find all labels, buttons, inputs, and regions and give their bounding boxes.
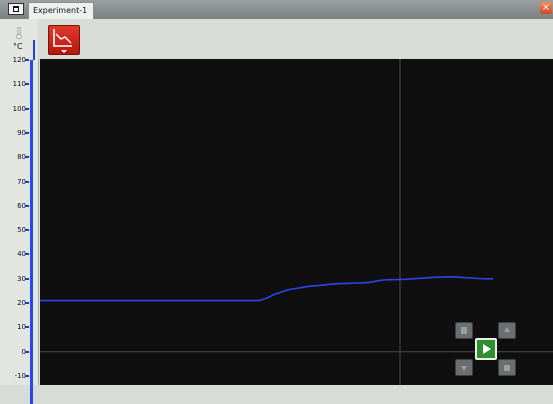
record-button[interactable] <box>455 322 473 339</box>
y-tick-mark <box>25 107 29 110</box>
down-button[interactable] <box>455 359 473 376</box>
graph-view-button[interactable] <box>48 25 80 55</box>
unit-indicator <box>33 40 35 60</box>
y-tick-label: 30 <box>0 274 33 284</box>
y-tick-label: 50 <box>0 225 33 235</box>
y-tick-mark <box>25 59 29 61</box>
y-axis-panel: °C 120 110 100 90 80 70 60 50 40 30 20 10 0 -10 <box>0 19 39 404</box>
up-button[interactable] <box>498 322 516 339</box>
close-button[interactable]: × <box>540 2 552 14</box>
stop-icon <box>504 365 510 371</box>
y-tick-mark <box>25 83 29 86</box>
y-tick-label: 80 <box>0 152 33 162</box>
play-button[interactable] <box>475 338 497 360</box>
y-tick-mark <box>25 253 29 256</box>
tab-experiment-1[interactable]: Experiment-1 <box>28 2 94 19</box>
y-tick-label: 40 <box>0 249 33 259</box>
thermometer-icon <box>16 27 22 39</box>
play-icon <box>483 344 491 354</box>
y-tick-label: 110 <box>0 79 33 89</box>
temperature-series-line <box>40 275 493 302</box>
y-tick-mark <box>25 277 29 280</box>
tab-label: Experiment-1 <box>33 6 88 15</box>
temperature-chart[interactable] <box>40 59 553 385</box>
y-tick-label: 100 <box>0 104 33 114</box>
y-tick-mark <box>25 156 29 159</box>
y-tick-mark <box>25 204 29 207</box>
down-icon <box>461 366 467 371</box>
y-tick-mark <box>25 302 29 304</box>
y-tick-mark <box>25 180 29 183</box>
y-tick-label: 20 <box>0 298 33 308</box>
y-tick-mark <box>25 374 29 377</box>
y-tick-label: 70 <box>0 177 33 187</box>
y-tick-mark <box>25 326 29 329</box>
y-tick-mark <box>25 350 29 353</box>
stop-button[interactable] <box>498 359 516 376</box>
record-icon <box>461 327 467 334</box>
y-tick-label: 0 <box>0 347 33 357</box>
y-tick-mark <box>25 229 29 232</box>
y-tick-label: 60 <box>0 201 33 211</box>
up-icon <box>504 327 510 332</box>
y-tick-label: 10 <box>0 322 33 332</box>
y-axis-line[interactable] <box>30 60 33 404</box>
graph-icon <box>53 29 72 53</box>
window-menu-icon[interactable] <box>8 3 24 15</box>
close-icon: × <box>541 2 551 13</box>
unit-label: °C <box>13 42 23 51</box>
y-tick-mark <box>25 131 29 134</box>
navigation-pad <box>455 322 517 376</box>
y-tick-label: 90 <box>0 128 33 138</box>
y-tick-label: 120 <box>0 55 33 65</box>
y-tick-label: -10 <box>0 371 33 381</box>
tab-bar: Experiment-1 × <box>0 0 553 20</box>
toolbar <box>38 19 553 59</box>
